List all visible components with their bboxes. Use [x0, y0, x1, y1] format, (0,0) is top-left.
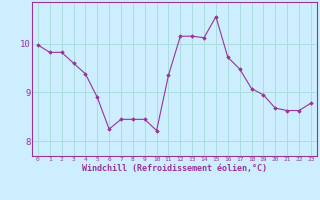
X-axis label: Windchill (Refroidissement éolien,°C): Windchill (Refroidissement éolien,°C) — [82, 164, 267, 173]
